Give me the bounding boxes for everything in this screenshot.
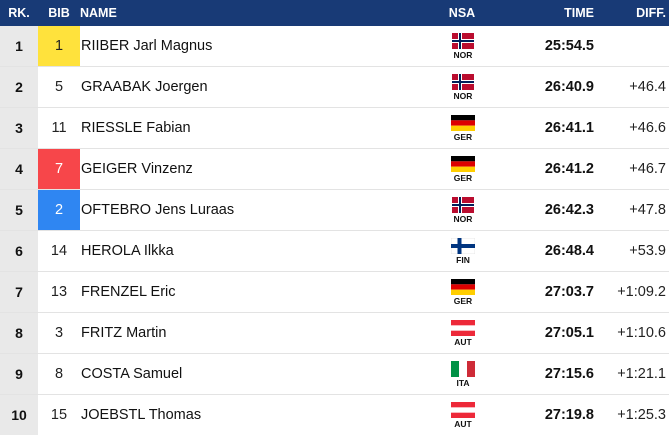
header-name[interactable]: NAME: [80, 6, 117, 20]
diff-cell: +1:10.6: [617, 325, 666, 341]
diff-cell: +47.8: [629, 202, 666, 218]
ger-flag-icon: [446, 156, 480, 172]
diff-cell: +1:09.2: [617, 284, 666, 300]
ger-flag-icon: [446, 279, 480, 295]
rank-cell: 4: [0, 149, 38, 189]
time-cell: 27:19.8: [544, 407, 594, 423]
bib-cell: 2: [38, 190, 80, 230]
nsa-code: AUT: [454, 419, 472, 429]
diff-cell: +53.9: [629, 243, 666, 259]
table-header: RK. BIB NAME NSA TIME DIFF.: [0, 0, 669, 26]
nsa-cell: GER: [446, 115, 480, 142]
rank-cell: 3: [0, 108, 38, 148]
nsa-cell: AUT: [446, 402, 480, 429]
table-row[interactable]: 9 8 COSTA Samuel ITA 27:15.6 +1:21.1: [0, 354, 669, 395]
aut-flag-icon: [446, 320, 480, 336]
nor-flag-icon: [446, 33, 480, 49]
athlete-name-link[interactable]: OFTEBRO Jens Luraas: [81, 202, 235, 218]
time-cell: 26:41.2: [544, 161, 594, 177]
athlete-name-link[interactable]: COSTA Samuel: [81, 366, 183, 382]
nsa-cell: NOR: [446, 74, 480, 101]
athlete-name-link[interactable]: FRENZEL Eric: [81, 284, 176, 300]
time-cell: 26:42.3: [544, 202, 594, 218]
nor-flag-icon: [446, 197, 480, 213]
table-row[interactable]: 8 3 FRITZ Martin AUT 27:05.1 +1:10.6: [0, 313, 669, 354]
athlete-name-link[interactable]: RIESSLE Fabian: [81, 120, 191, 136]
time-cell: 25:54.5: [544, 38, 594, 54]
nsa-cell: GER: [446, 156, 480, 183]
table-row[interactable]: 1 1 RIIBER Jarl Magnus NOR 25:54.5: [0, 26, 669, 67]
fin-flag-icon: [446, 238, 480, 254]
bib-cell: 8: [54, 366, 64, 382]
time-cell: 27:05.1: [544, 325, 594, 341]
nsa-cell: AUT: [446, 320, 480, 347]
athlete-name-link[interactable]: JOEBSTL Thomas: [81, 407, 202, 423]
time-cell: 27:03.7: [544, 284, 594, 300]
bib-cell: 13: [50, 284, 68, 300]
table-body: 1 1 RIIBER Jarl Magnus NOR 25:54.5 2 5 GRAABAK …: [0, 26, 669, 435]
table-row[interactable]: 5 2 OFTEBRO Jens Luraas NOR 26:42.3 +47.8: [0, 190, 669, 231]
table-row[interactable]: 7 13 FRENZEL Eric GER 27:03.7 +1:09.2: [0, 272, 669, 313]
nsa-cell: FIN: [446, 238, 480, 265]
time-cell: 26:41.1: [544, 120, 594, 136]
header-nsa[interactable]: NSA: [448, 6, 476, 20]
bib-cell: 14: [50, 243, 68, 259]
bib-cell: 7: [38, 149, 80, 189]
header-bib[interactable]: BIB: [48, 6, 70, 20]
nsa-code: NOR: [453, 50, 473, 60]
nsa-cell: NOR: [446, 33, 480, 60]
athlete-name-link[interactable]: GEIGER Vinzenz: [81, 161, 193, 177]
rank-cell: 1: [0, 26, 38, 66]
aut-flag-icon: [446, 402, 480, 418]
diff-cell: +1:21.1: [617, 366, 666, 382]
table-row[interactable]: 3 11 RIESSLE Fabian GER 26:41.1 +46.6: [0, 108, 669, 149]
nsa-code: GER: [453, 173, 473, 183]
nor-flag-icon: [446, 74, 480, 90]
table-row[interactable]: 10 15 JOEBSTL Thomas AUT 27:19.8 +1:25.3: [0, 395, 669, 435]
bib-cell: 1: [38, 26, 80, 66]
header-time[interactable]: TIME: [564, 6, 594, 20]
bib-cell: 3: [54, 325, 64, 341]
nsa-code: ITA: [456, 378, 470, 388]
rank-cell: 7: [0, 272, 38, 312]
nsa-cell: GER: [446, 279, 480, 306]
table-row[interactable]: 6 14 HEROLA Ilkka FIN 26:48.4 +53.9: [0, 231, 669, 272]
table-row[interactable]: 4 7 GEIGER Vinzenz GER 26:41.2 +46.7: [0, 149, 669, 190]
rank-cell: 10: [0, 395, 38, 435]
time-cell: 26:48.4: [544, 243, 594, 259]
diff-cell: +46.7: [629, 161, 666, 177]
table-row[interactable]: 2 5 GRAABAK Joergen NOR 26:40.9 +46.4: [0, 67, 669, 108]
rank-cell: 8: [0, 313, 38, 353]
diff-cell: +46.6: [629, 120, 666, 136]
time-cell: 26:40.9: [544, 79, 594, 95]
nsa-cell: ITA: [446, 361, 480, 388]
header-rank[interactable]: RK.: [8, 6, 30, 20]
nsa-cell: NOR: [446, 197, 480, 224]
rank-cell: 6: [0, 231, 38, 271]
athlete-name-link[interactable]: HEROLA Ilkka: [81, 243, 174, 259]
athlete-name-link[interactable]: RIIBER Jarl Magnus: [81, 38, 213, 54]
diff-cell: +46.4: [629, 79, 666, 95]
diff-cell: +1:25.3: [617, 407, 666, 423]
ita-flag-icon: [446, 361, 480, 377]
bib-cell: 5: [54, 79, 64, 95]
nsa-code: FIN: [456, 255, 470, 265]
nsa-code: GER: [453, 296, 473, 306]
nsa-code: NOR: [453, 91, 473, 101]
nsa-code: NOR: [453, 214, 473, 224]
athlete-name-link[interactable]: FRITZ Martin: [81, 325, 167, 341]
time-cell: 27:15.6: [544, 366, 594, 382]
nsa-code: GER: [453, 132, 473, 142]
ger-flag-icon: [446, 115, 480, 131]
nsa-code: AUT: [454, 337, 472, 347]
bib-cell: 15: [50, 407, 68, 423]
rank-cell: 9: [0, 354, 38, 394]
bib-cell: 11: [51, 120, 67, 136]
athlete-name-link[interactable]: GRAABAK Joergen: [81, 79, 208, 95]
header-diff[interactable]: DIFF.: [636, 6, 666, 20]
rank-cell: 2: [0, 67, 38, 107]
rank-cell: 5: [0, 190, 38, 230]
